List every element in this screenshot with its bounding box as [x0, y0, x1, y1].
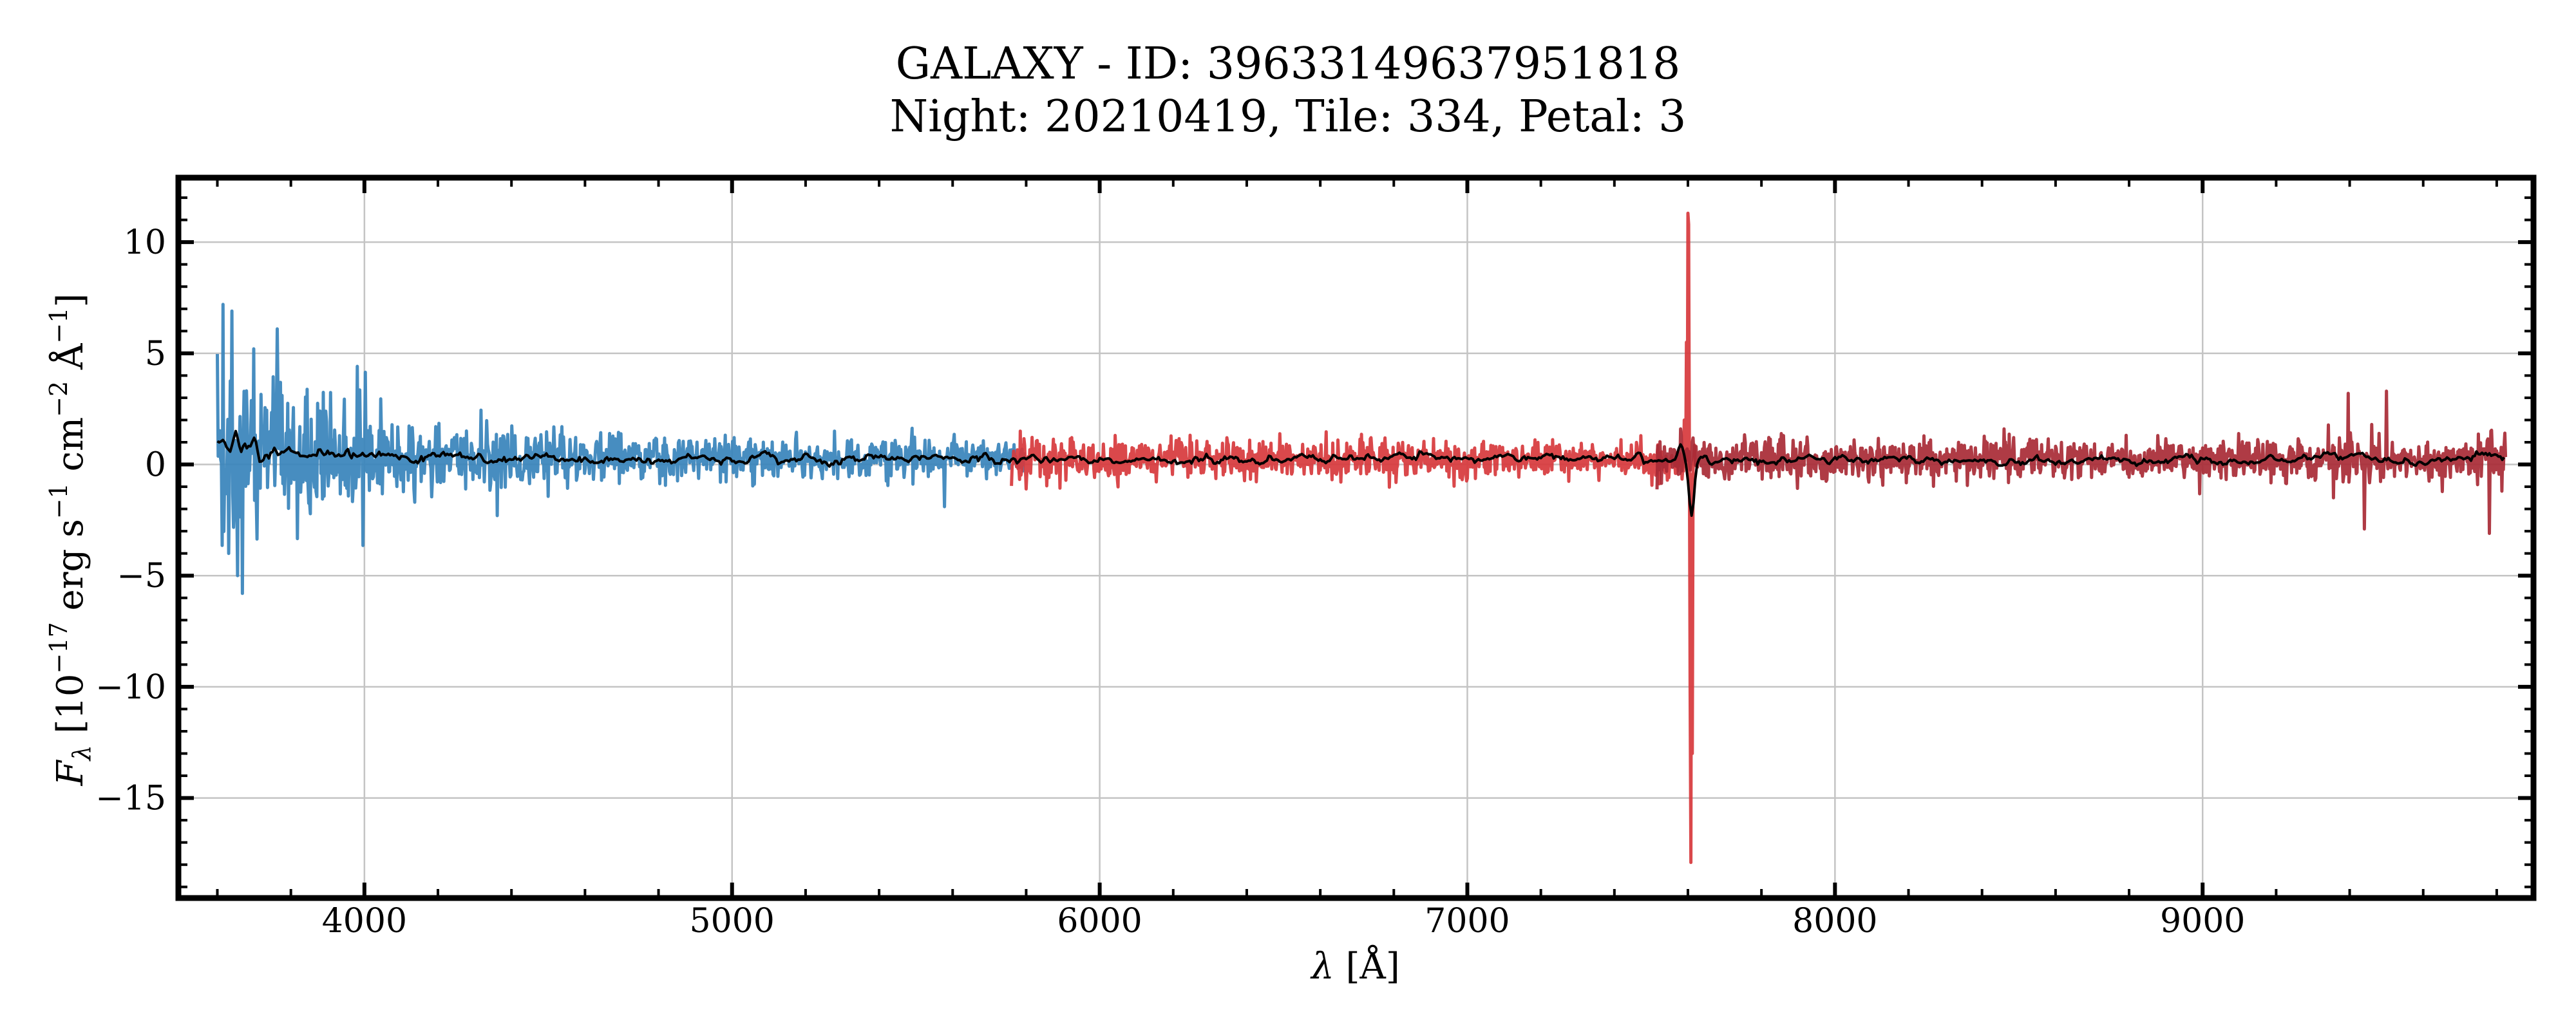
x-tick-label: 5000 [690, 902, 775, 941]
x-tick-label: 7000 [1425, 902, 1510, 941]
model-line [216, 429, 2505, 517]
y-tick-label: 0 [145, 446, 166, 485]
x-tick-label: 4000 [322, 902, 407, 941]
y-tick-label: −10 [95, 668, 166, 707]
x-tick-label: 6000 [1057, 902, 1142, 941]
chart-title-line-2: Night: 20210419, Tile: 334, Petal: 3 [889, 91, 1687, 142]
flux-line-0 [216, 303, 1026, 595]
spectrum-series [216, 211, 2508, 865]
y-tick-labels: 10 5 0 −5 −10 −15 [95, 223, 166, 818]
y-tick-label: 10 [124, 223, 166, 262]
axis-ticks [178, 178, 2533, 898]
y-tick-label: −15 [95, 780, 166, 818]
y-tick-label: −5 [117, 557, 166, 595]
flux-line-1 [1010, 211, 1697, 865]
axes-frame [175, 174, 2537, 901]
x-tick-label: 9000 [2160, 902, 2245, 941]
chart-title-line-1: GALAXY - ID: 39633149637951818 [895, 39, 1681, 89]
x-tick-label: 8000 [1792, 902, 1877, 941]
y-tick-label: 5 [145, 335, 166, 373]
y-axis-label: Fλ [10−17 erg s−1 cm−2 Å−1] [44, 294, 96, 787]
x-axis-label: λ [Å] [1310, 944, 1399, 988]
x-tick-labels: 4000 5000 6000 7000 8000 9000 [322, 902, 2246, 941]
grid-lines [178, 178, 2533, 898]
